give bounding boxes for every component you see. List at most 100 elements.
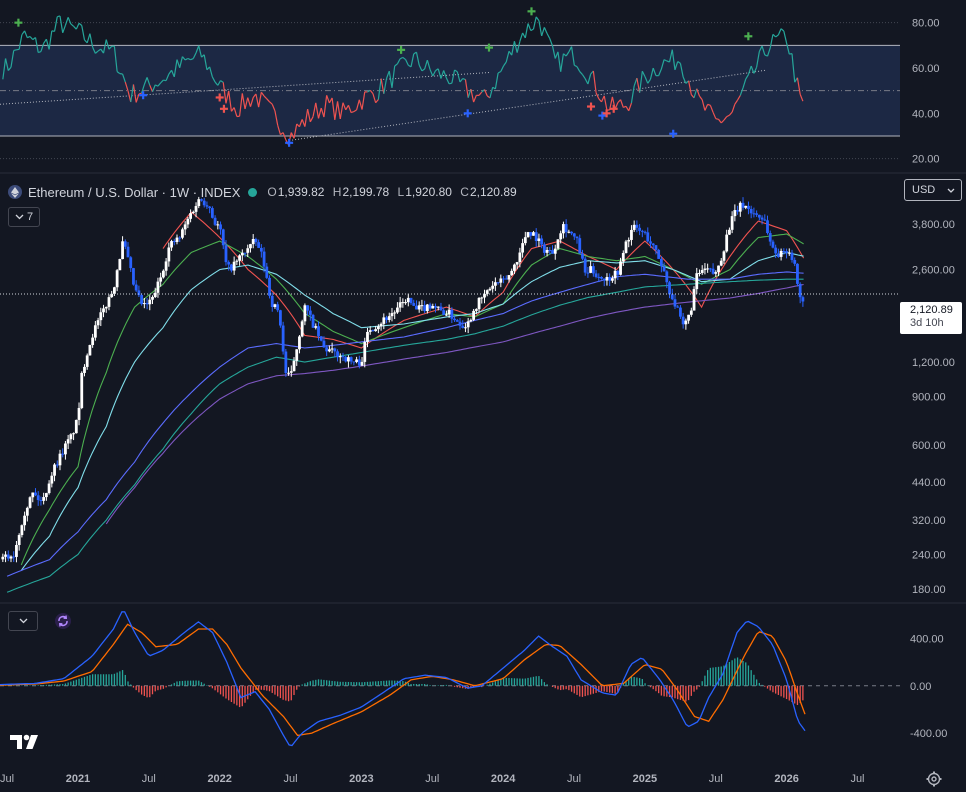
candle-body [355, 359, 358, 362]
price-candle [53, 463, 56, 481]
candle-body [195, 206, 198, 212]
price-candle [690, 308, 693, 317]
moving-average-sma_mid [21, 234, 803, 565]
price-candle [499, 275, 502, 288]
candle-body [306, 305, 309, 310]
candle-body [208, 207, 211, 208]
price-candle [230, 264, 233, 273]
price-candle [45, 493, 48, 501]
candle-body [293, 361, 296, 371]
price-candle [181, 228, 184, 240]
candle-body [282, 326, 285, 352]
price-candle [796, 263, 799, 286]
price-candle [562, 222, 565, 239]
tradingview-logo[interactable] [10, 733, 42, 756]
candle-body [630, 230, 633, 240]
macd-toggle-button[interactable] [8, 611, 38, 631]
candle-body [159, 277, 162, 281]
candle-body [135, 285, 138, 291]
rsi-line-segment [30, 36, 33, 39]
candle-body [750, 209, 753, 213]
price-candle [274, 304, 277, 309]
candle-body [801, 297, 804, 301]
macd-pane[interactable] [0, 612, 900, 746]
rsi-line-segment [71, 24, 74, 26]
price-candle [578, 235, 581, 254]
price-candle [739, 201, 742, 216]
symbol-title[interactable]: Ethereum / U.S. Dollar · 1W · INDEX [28, 185, 240, 200]
price-candle [589, 261, 592, 273]
candle-body [450, 310, 453, 319]
refresh-icon[interactable] [54, 612, 72, 630]
price-candle [227, 260, 230, 270]
rsi-line-segment [79, 23, 82, 25]
candle-body [606, 277, 609, 281]
price-candle [497, 282, 500, 285]
price-tick-label: 440.00 [912, 477, 946, 489]
candle-body [59, 454, 62, 466]
price-candle [94, 321, 97, 341]
candle-body [755, 213, 758, 214]
rsi-line-segment [547, 33, 550, 38]
candle-body [56, 465, 59, 466]
macd-tick-label: 400.00 [910, 633, 944, 645]
indicator-count: 7 [27, 211, 33, 223]
price-tick-label: 240.00 [912, 550, 946, 562]
price-candle [235, 259, 238, 265]
candle-body [684, 321, 687, 325]
candle-body [67, 439, 70, 443]
candle-body [78, 408, 81, 420]
price-pane[interactable] [0, 197, 900, 592]
price-candle [627, 237, 630, 247]
rsi-pane[interactable] [0, 7, 900, 158]
currency-select[interactable]: USD [904, 179, 962, 201]
price-candle [410, 298, 413, 305]
rsi-line-segment [14, 50, 17, 51]
time-tick-label: 2022 [207, 773, 231, 785]
candle-body [527, 232, 530, 237]
candle-body [513, 265, 516, 271]
price-candle [698, 269, 701, 276]
price-candle [554, 245, 557, 260]
price-candle [7, 550, 10, 561]
candle-body [761, 218, 764, 220]
candle-body [69, 434, 72, 439]
price-candle [219, 221, 222, 234]
candle-body [714, 272, 717, 274]
candle-body [649, 241, 652, 243]
candle-body [391, 313, 394, 316]
candle-body [614, 271, 617, 278]
candle-body [461, 326, 464, 328]
indicators-toggle-button[interactable]: 7 [8, 207, 40, 227]
candle-body [12, 557, 15, 558]
price-candle [480, 297, 483, 304]
rsi-line-segment [27, 36, 30, 37]
candle-body [72, 433, 75, 434]
price-candle [238, 254, 241, 265]
candle-body [336, 351, 339, 357]
price-candle [567, 230, 570, 234]
candle-body [426, 304, 429, 311]
candle-body [366, 332, 369, 342]
price-candle [736, 206, 739, 215]
gear-icon[interactable] [926, 771, 942, 792]
time-tick-label: 2021 [66, 773, 90, 785]
rsi-line-segment [542, 27, 545, 36]
price-candle [505, 275, 508, 279]
price-candle [15, 541, 18, 562]
price-candle [255, 238, 258, 246]
rsi-line-segment [536, 17, 539, 21]
price-candle [391, 308, 394, 321]
price-candle [388, 313, 391, 323]
price-candle [116, 269, 119, 291]
price-candle [233, 257, 236, 275]
candle-body [410, 298, 413, 303]
candle-body [344, 357, 347, 361]
candle-body [494, 282, 497, 286]
price-candle [785, 249, 788, 259]
candle-body [619, 261, 622, 274]
price-candle [67, 435, 70, 449]
candle-body [793, 260, 796, 264]
time-tick-label: Jul [850, 773, 864, 785]
